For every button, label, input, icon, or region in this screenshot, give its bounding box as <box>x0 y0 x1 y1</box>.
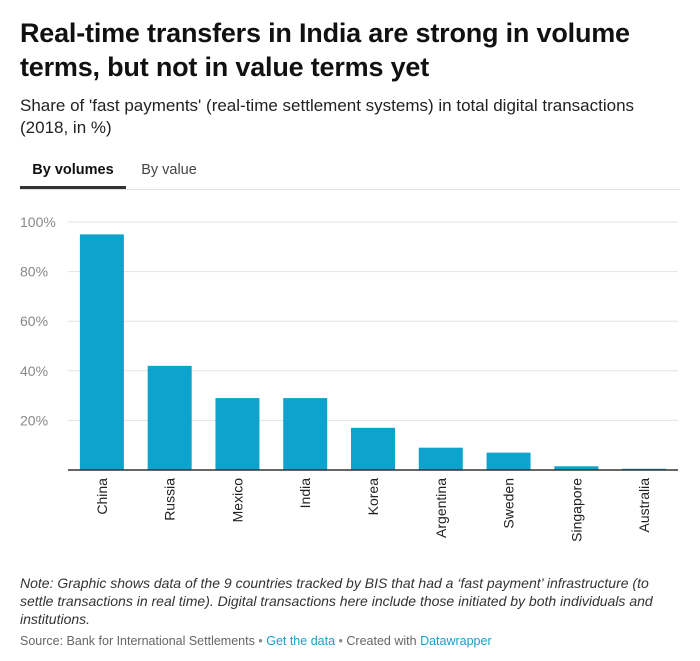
chart-note: Note: Graphic shows data of the 9 countr… <box>20 575 653 627</box>
footer-separator: • <box>338 634 343 648</box>
chart-title: Real-time transfers in India are strong … <box>20 18 630 82</box>
bar-chart: 20% 40% 60% 80% 100% China Russia Mexico India Ko… <box>20 214 678 542</box>
x-tick-label: Sweden <box>501 478 517 529</box>
x-tick-label: Russia <box>162 478 178 521</box>
bar <box>418 447 463 470</box>
tab-bar: By volumes By value <box>20 156 680 190</box>
y-tick-label: 80% <box>20 264 48 280</box>
y-tick-label: 100% <box>20 214 56 230</box>
created-with-text: Created with <box>346 634 417 648</box>
x-tick-label: Korea <box>365 478 381 516</box>
x-tick-label: India <box>297 478 313 509</box>
datawrapper-link[interactable]: Datawrapper <box>420 634 492 648</box>
bar <box>79 234 124 470</box>
bar <box>283 398 328 470</box>
tab-by-volumes[interactable]: By volumes <box>20 156 126 189</box>
x-tick-label: China <box>94 478 110 515</box>
get-data-link[interactable]: Get the data <box>266 634 336 648</box>
y-tick-label: 40% <box>20 363 48 379</box>
bar <box>351 427 395 470</box>
x-tick-label: Argentina <box>433 478 449 538</box>
tab-by-value[interactable]: By value <box>141 162 197 178</box>
bar <box>147 365 192 470</box>
bar <box>554 466 599 470</box>
y-tick-label: 60% <box>20 313 48 329</box>
x-tick-label: Mexico <box>229 478 245 523</box>
bar <box>215 398 260 470</box>
footer-separator: • <box>258 634 263 648</box>
x-tick-label: Singapore <box>568 478 584 542</box>
chart-subtitle: Share of 'fast payments' (real-time sett… <box>20 96 635 137</box>
x-tick-label: Australia <box>636 478 652 533</box>
source-text: Source: Bank for International Settlemen… <box>20 634 255 648</box>
chart-footer: Source: Bank for International Settlemen… <box>20 633 680 649</box>
bar <box>486 452 531 470</box>
y-tick-label: 20% <box>20 412 48 428</box>
